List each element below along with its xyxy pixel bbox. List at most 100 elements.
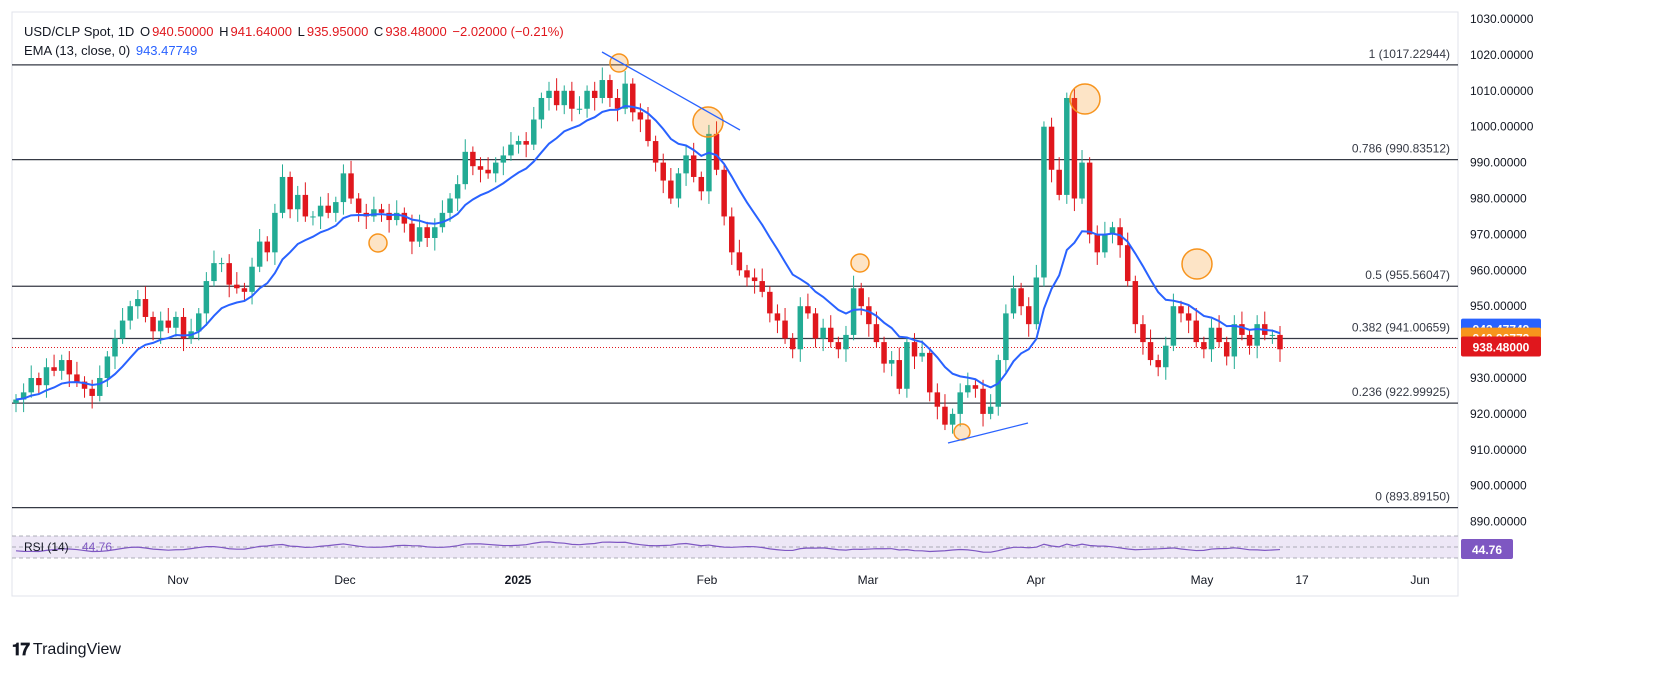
candle-body	[157, 320, 164, 332]
candle-body	[1223, 342, 1230, 357]
candle-body	[1231, 324, 1238, 357]
candle-body	[789, 338, 796, 350]
time-tick-label: Mar	[858, 573, 879, 587]
price-tick-label: 1000.00000	[1470, 120, 1534, 134]
candle-body	[881, 342, 887, 364]
candle-body	[630, 83, 636, 113]
rsi-badge	[1461, 539, 1513, 559]
rsi-pane: RSI (14) 44.76 44.76	[12, 535, 1513, 559]
candle-body	[462, 151, 468, 185]
candle-body	[355, 198, 362, 213]
candle-body	[142, 299, 149, 317]
candle-body	[416, 227, 423, 242]
high-label: H	[219, 24, 229, 39]
candle-body	[561, 90, 567, 106]
candle-body	[371, 209, 377, 217]
candle-body	[1208, 327, 1215, 350]
price-tick-label: 1030.00000	[1470, 12, 1534, 26]
fib-level-label: 0.382 (941.00659)	[1352, 320, 1450, 334]
price-badge-label: 938.48000	[1473, 341, 1530, 355]
candle-body	[683, 155, 689, 174]
candle-body	[614, 97, 621, 109]
candle-body	[279, 176, 286, 213]
ema-polyline	[15, 104, 1281, 401]
candle-body	[386, 212, 392, 221]
candle-body	[729, 216, 735, 253]
candle-body	[1010, 288, 1017, 314]
fib-level-label: 0.786 (990.83512)	[1352, 142, 1450, 156]
candle-body	[1064, 97, 1070, 195]
ema-value: 943.47749	[135, 43, 198, 58]
candle-body	[1193, 320, 1199, 343]
time-axis[interactable]: Nov Dec 2025 Feb Mar Apr May 17 Jun	[167, 573, 1429, 587]
candle-body	[1277, 334, 1283, 350]
candle-body	[637, 112, 644, 120]
swing-marker-circle	[850, 253, 870, 273]
price-tick-label: 900.00000	[1470, 479, 1527, 493]
candle-body	[264, 241, 271, 253]
candle-body	[744, 270, 750, 278]
candle-body	[957, 392, 963, 414]
candle-body	[325, 205, 331, 213]
candle-body	[1003, 313, 1009, 361]
candle-body	[949, 413, 956, 425]
swing-marker-circle	[368, 233, 388, 253]
candle-body	[1185, 313, 1192, 321]
ohlc-legend: USD/CLP Spot, 1D O 940.50000 H 941.64000 L…	[24, 24, 566, 39]
swing-marker-circle	[692, 106, 724, 138]
candle-body	[1018, 288, 1024, 307]
candle-body	[333, 202, 339, 213]
candle-body	[1269, 334, 1276, 336]
candle-body	[393, 212, 400, 221]
candle-body	[180, 316, 187, 339]
price-axis[interactable]: 1030.00000 1020.00000 1010.00000 1000.00000…	[1461, 12, 1541, 529]
candle-body	[980, 388, 986, 414]
candle-body	[987, 406, 994, 414]
candle-body	[477, 166, 484, 170]
candle-body	[447, 198, 453, 213]
tradingview-brand[interactable]: 𝟏𝟕 TradingView	[12, 640, 121, 660]
candle-body	[89, 388, 95, 396]
candle-body	[805, 306, 811, 314]
candle-body	[226, 263, 232, 285]
tradingview-logo-icon: 𝟏𝟕	[12, 640, 30, 659]
ema-line	[15, 104, 1281, 401]
close-label: C	[373, 24, 384, 39]
candle-body	[1246, 334, 1253, 346]
candle-body	[203, 281, 210, 314]
candle-body	[340, 173, 347, 203]
candle-body	[896, 360, 903, 389]
candle-body	[934, 392, 941, 407]
rsi-legend-value: 44.76	[82, 540, 112, 554]
candle-body	[36, 378, 42, 386]
candle-body	[515, 141, 522, 145]
swing-marker-circle	[1069, 83, 1101, 115]
fib-level-label: 1 (1017.22944)	[1369, 47, 1450, 61]
candle-body	[828, 327, 834, 343]
candle-body	[97, 378, 103, 396]
candle-body	[782, 320, 788, 339]
time-tick-label: 17	[1295, 573, 1309, 587]
candle-body	[432, 227, 438, 238]
candle-body	[74, 374, 80, 382]
candle-body	[660, 162, 666, 181]
plot-border	[11, 11, 1459, 597]
candle-body	[234, 284, 240, 289]
candle-body	[500, 155, 507, 163]
open-label: O	[139, 24, 151, 39]
candle-body	[1216, 327, 1222, 343]
candle-body	[1025, 306, 1032, 325]
candle-body	[135, 299, 141, 307]
price-tick-label: 890.00000	[1470, 515, 1527, 529]
close-value: 938.48000	[385, 24, 447, 39]
candle-body	[43, 367, 50, 386]
high-value: 941.64000	[230, 24, 292, 39]
candle-body	[911, 342, 918, 357]
ema-label: EMA (13, close, 0)	[24, 43, 131, 58]
candle-body	[81, 381, 88, 389]
candle-body	[378, 209, 385, 213]
candle-body	[28, 378, 34, 393]
candle-body	[873, 324, 880, 343]
candle-body	[424, 227, 430, 238]
